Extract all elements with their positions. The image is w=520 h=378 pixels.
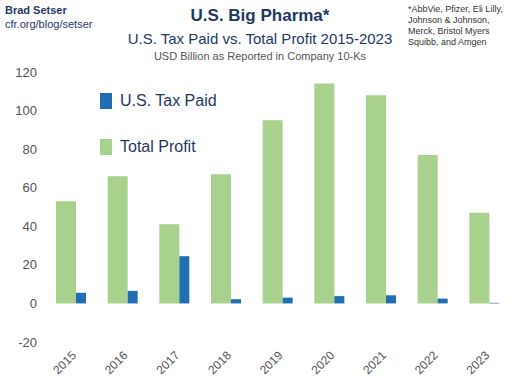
- svg-text:2023: 2023: [464, 348, 493, 377]
- svg-text:2022: 2022: [412, 348, 441, 377]
- svg-text:2017: 2017: [154, 348, 183, 377]
- svg-text:120: 120: [15, 65, 37, 80]
- html-text:U.S. Tax Paid: U.S. Tax Paid: [120, 92, 217, 109]
- svg-text:40: 40: [23, 219, 37, 234]
- svg-text:2018: 2018: [205, 348, 234, 377]
- svg-text:0: 0: [30, 296, 37, 311]
- svg-text:80: 80: [23, 142, 37, 157]
- svg-text:60: 60: [23, 180, 37, 195]
- svg-text:2021: 2021: [360, 348, 389, 377]
- svg-text:100: 100: [15, 103, 37, 118]
- html-text:Brad Setser: Brad Setser: [5, 4, 67, 16]
- html-text:USD Billion as Reported in Com: USD Billion as Reported in Company 10-Ks: [153, 50, 367, 62]
- svg-text:2020: 2020: [309, 348, 338, 377]
- html-text:U.S. Tax Paid vs. Total Profit: U.S. Tax Paid vs. Total Profit 2015-2023: [127, 30, 393, 47]
- svg-text:2019: 2019: [257, 348, 286, 377]
- svg-text:2015: 2015: [50, 348, 79, 377]
- html-text:U.S. Big Pharma*: U.S. Big Pharma*: [190, 6, 330, 25]
- html-text:Total Profit: Total Profit: [120, 138, 196, 155]
- html-text:cfr.org/blog/setser: cfr.org/blog/setser: [5, 18, 93, 30]
- svg-text:20: 20: [23, 257, 37, 272]
- html-text:*AbbVie, Pfizer, Eli Lilly, Jo: *AbbVie, Pfizer, Eli Lilly, Johnson & Jo…: [408, 4, 503, 47]
- svg-text:2016: 2016: [102, 348, 131, 377]
- svg-text:-20: -20: [18, 335, 37, 350]
